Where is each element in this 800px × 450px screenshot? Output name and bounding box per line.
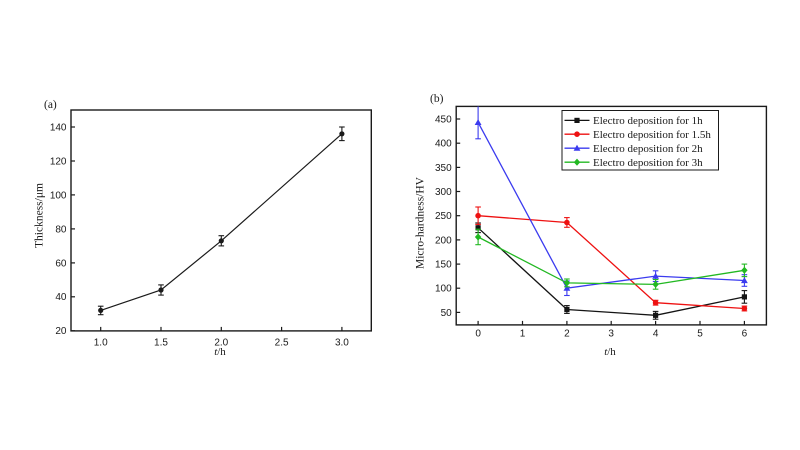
svg-text:3.0: 3.0 — [335, 338, 349, 349]
svg-text:250: 250 — [435, 211, 452, 222]
svg-text:2: 2 — [564, 329, 570, 340]
svg-text:20: 20 — [55, 326, 67, 337]
svg-text:2.0: 2.0 — [214, 338, 228, 349]
svg-text:(b): (b) — [430, 93, 444, 105]
svg-text:t/h: t/h — [604, 346, 616, 358]
svg-text:100: 100 — [50, 190, 67, 201]
svg-text:6: 6 — [742, 329, 748, 340]
svg-text:80: 80 — [55, 224, 67, 235]
svg-text:300: 300 — [435, 187, 452, 198]
svg-text:5: 5 — [697, 329, 703, 340]
svg-text:40: 40 — [55, 292, 67, 303]
svg-text:Electro deposition for 2h: Electro deposition for 2h — [593, 143, 703, 155]
svg-text:Electro deposition for 3h: Electro deposition for 3h — [593, 157, 703, 169]
svg-text:Electro deposition for 1h: Electro deposition for 1h — [593, 115, 703, 127]
svg-text:150: 150 — [435, 260, 452, 271]
svg-text:1.0: 1.0 — [94, 338, 108, 349]
svg-text:350: 350 — [435, 163, 452, 174]
svg-text:140: 140 — [50, 122, 67, 133]
svg-text:Electro deposition for 1.5h: Electro deposition for 1.5h — [593, 129, 711, 141]
svg-text:1.5: 1.5 — [154, 338, 168, 349]
svg-text:120: 120 — [50, 156, 67, 167]
svg-text:4: 4 — [653, 329, 659, 340]
svg-text:Thickness/μm: Thickness/μm — [34, 183, 46, 248]
svg-text:60: 60 — [55, 258, 67, 269]
svg-text:200: 200 — [435, 235, 452, 246]
svg-text:t/h: t/h — [214, 346, 226, 358]
svg-text:400: 400 — [435, 139, 452, 150]
svg-text:0: 0 — [475, 329, 481, 340]
svg-text:1: 1 — [520, 329, 526, 340]
svg-text:450: 450 — [435, 114, 452, 125]
svg-text:50: 50 — [441, 308, 453, 319]
svg-text:(a): (a) — [44, 99, 57, 111]
svg-text:Micro-hardness/HV: Micro-hardness/HV — [415, 176, 427, 269]
svg-text:2.5: 2.5 — [275, 338, 289, 349]
svg-text:3: 3 — [608, 329, 614, 340]
svg-text:100: 100 — [435, 284, 452, 295]
